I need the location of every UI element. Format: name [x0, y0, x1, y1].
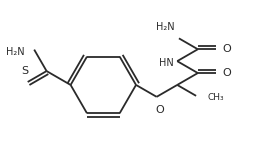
Text: O: O — [222, 44, 231, 54]
Text: H₂N: H₂N — [6, 47, 24, 57]
Text: HN: HN — [159, 58, 173, 68]
Text: H₂N: H₂N — [156, 22, 175, 32]
Text: O: O — [222, 68, 231, 78]
Text: S: S — [21, 66, 28, 76]
Text: CH₃: CH₃ — [208, 93, 225, 102]
Text: O: O — [155, 105, 164, 115]
